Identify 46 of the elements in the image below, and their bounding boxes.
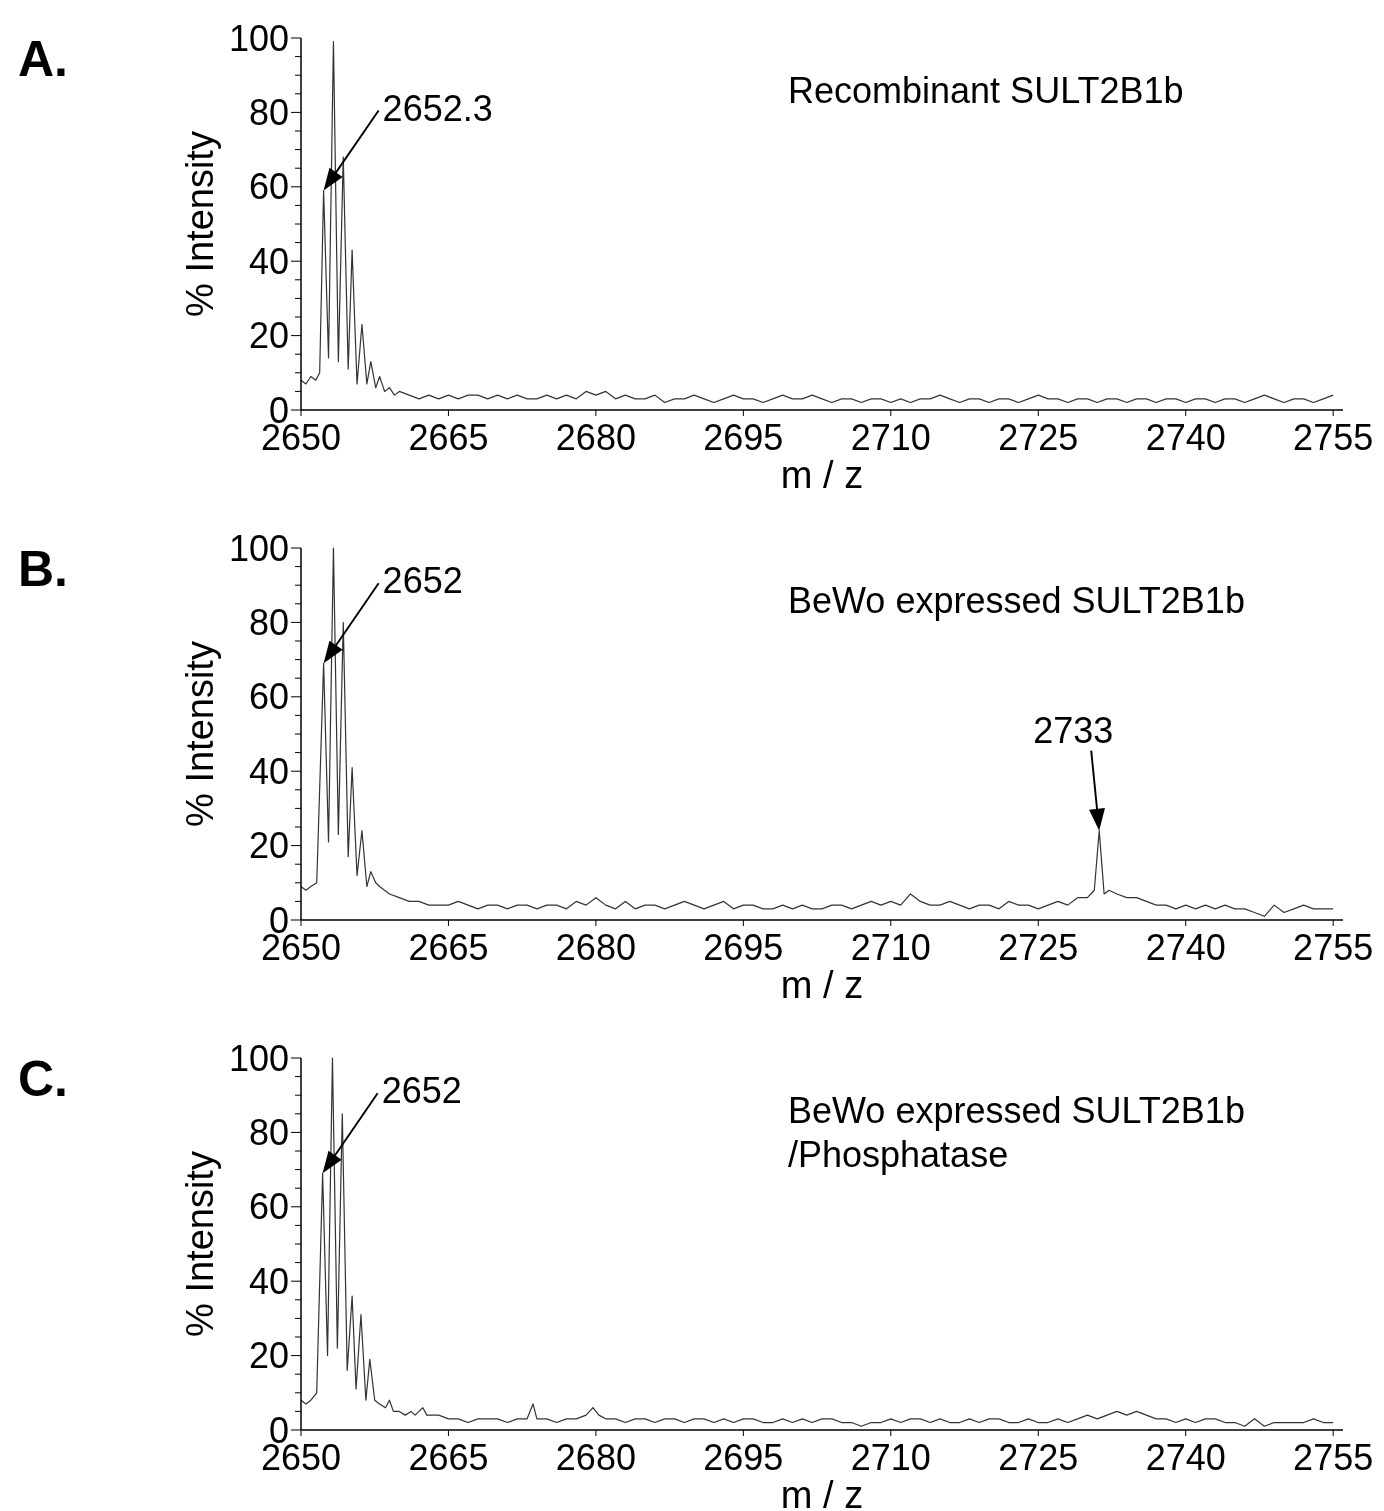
y-tick-label: 100 xyxy=(228,1037,289,1079)
text: BeWo expressed SULT2B1b xyxy=(788,580,1245,621)
text: Recombinant SULT2B1b xyxy=(788,70,1184,111)
text: BeWo expressed SULT2B1b /Phosphatase xyxy=(788,1090,1245,1175)
y-axis-title: % Intensity xyxy=(179,1151,221,1337)
y-tick-label: 20 xyxy=(248,825,289,867)
x-tick-label: 2755 xyxy=(1293,1437,1374,1478)
x-tick-label: 2740 xyxy=(1145,1437,1226,1478)
annotation: 2733 xyxy=(1033,709,1114,751)
y-tick-label: 80 xyxy=(248,1112,289,1153)
x-tick-label: 2725 xyxy=(998,417,1079,458)
annotation: 2652.3 xyxy=(382,87,493,129)
x-tick-label: 2725 xyxy=(998,927,1079,968)
y-tick-label: 60 xyxy=(248,676,289,718)
y-tick-label: 20 xyxy=(248,1335,289,1377)
x-tick-label: 2755 xyxy=(1293,417,1374,458)
y-axis-title: % Intensity xyxy=(179,641,221,827)
annotation: 2652 xyxy=(382,560,463,602)
chart-title: B. xyxy=(18,541,68,597)
x-tick-label: 2680 xyxy=(555,417,636,458)
chart-title: A. xyxy=(18,31,68,87)
y-tick-label: 80 xyxy=(248,92,289,133)
annotation: 2652 xyxy=(381,1070,462,1112)
x-tick-label: 2665 xyxy=(408,1437,489,1478)
chart-title: C. xyxy=(18,1051,68,1107)
x-tick-label: 2740 xyxy=(1145,927,1226,968)
y-tick-label: 60 xyxy=(248,1186,289,1228)
y-tick-label: 100 xyxy=(228,527,289,569)
x-tick-label: 2725 xyxy=(998,1437,1079,1478)
x-tick-label: 2740 xyxy=(1145,417,1226,458)
y-tick-label: 80 xyxy=(248,602,289,643)
y-axis-title: % Intensity xyxy=(179,131,221,317)
x-tick-label: 2665 xyxy=(408,927,489,968)
y-tick-label: 100 xyxy=(228,17,289,59)
y-tick-label: 40 xyxy=(248,1260,289,1302)
x-tick-label: 2755 xyxy=(1293,927,1374,968)
x-tick-label: 2665 xyxy=(408,417,489,458)
line-series xyxy=(300,1057,1334,1427)
y-tick-label: 40 xyxy=(248,750,289,792)
y-tick-label: 40 xyxy=(248,240,289,282)
y-tick-label: 60 xyxy=(248,166,289,208)
line-series xyxy=(300,41,1334,404)
line-series xyxy=(300,547,1334,917)
x-tick-label: 2680 xyxy=(555,927,636,968)
y-tick-label: 20 xyxy=(248,315,289,357)
x-tick-label: 2680 xyxy=(555,1437,636,1478)
